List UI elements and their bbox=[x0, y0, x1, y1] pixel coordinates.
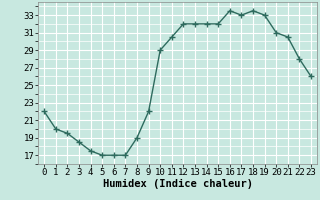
X-axis label: Humidex (Indice chaleur): Humidex (Indice chaleur) bbox=[103, 179, 252, 189]
